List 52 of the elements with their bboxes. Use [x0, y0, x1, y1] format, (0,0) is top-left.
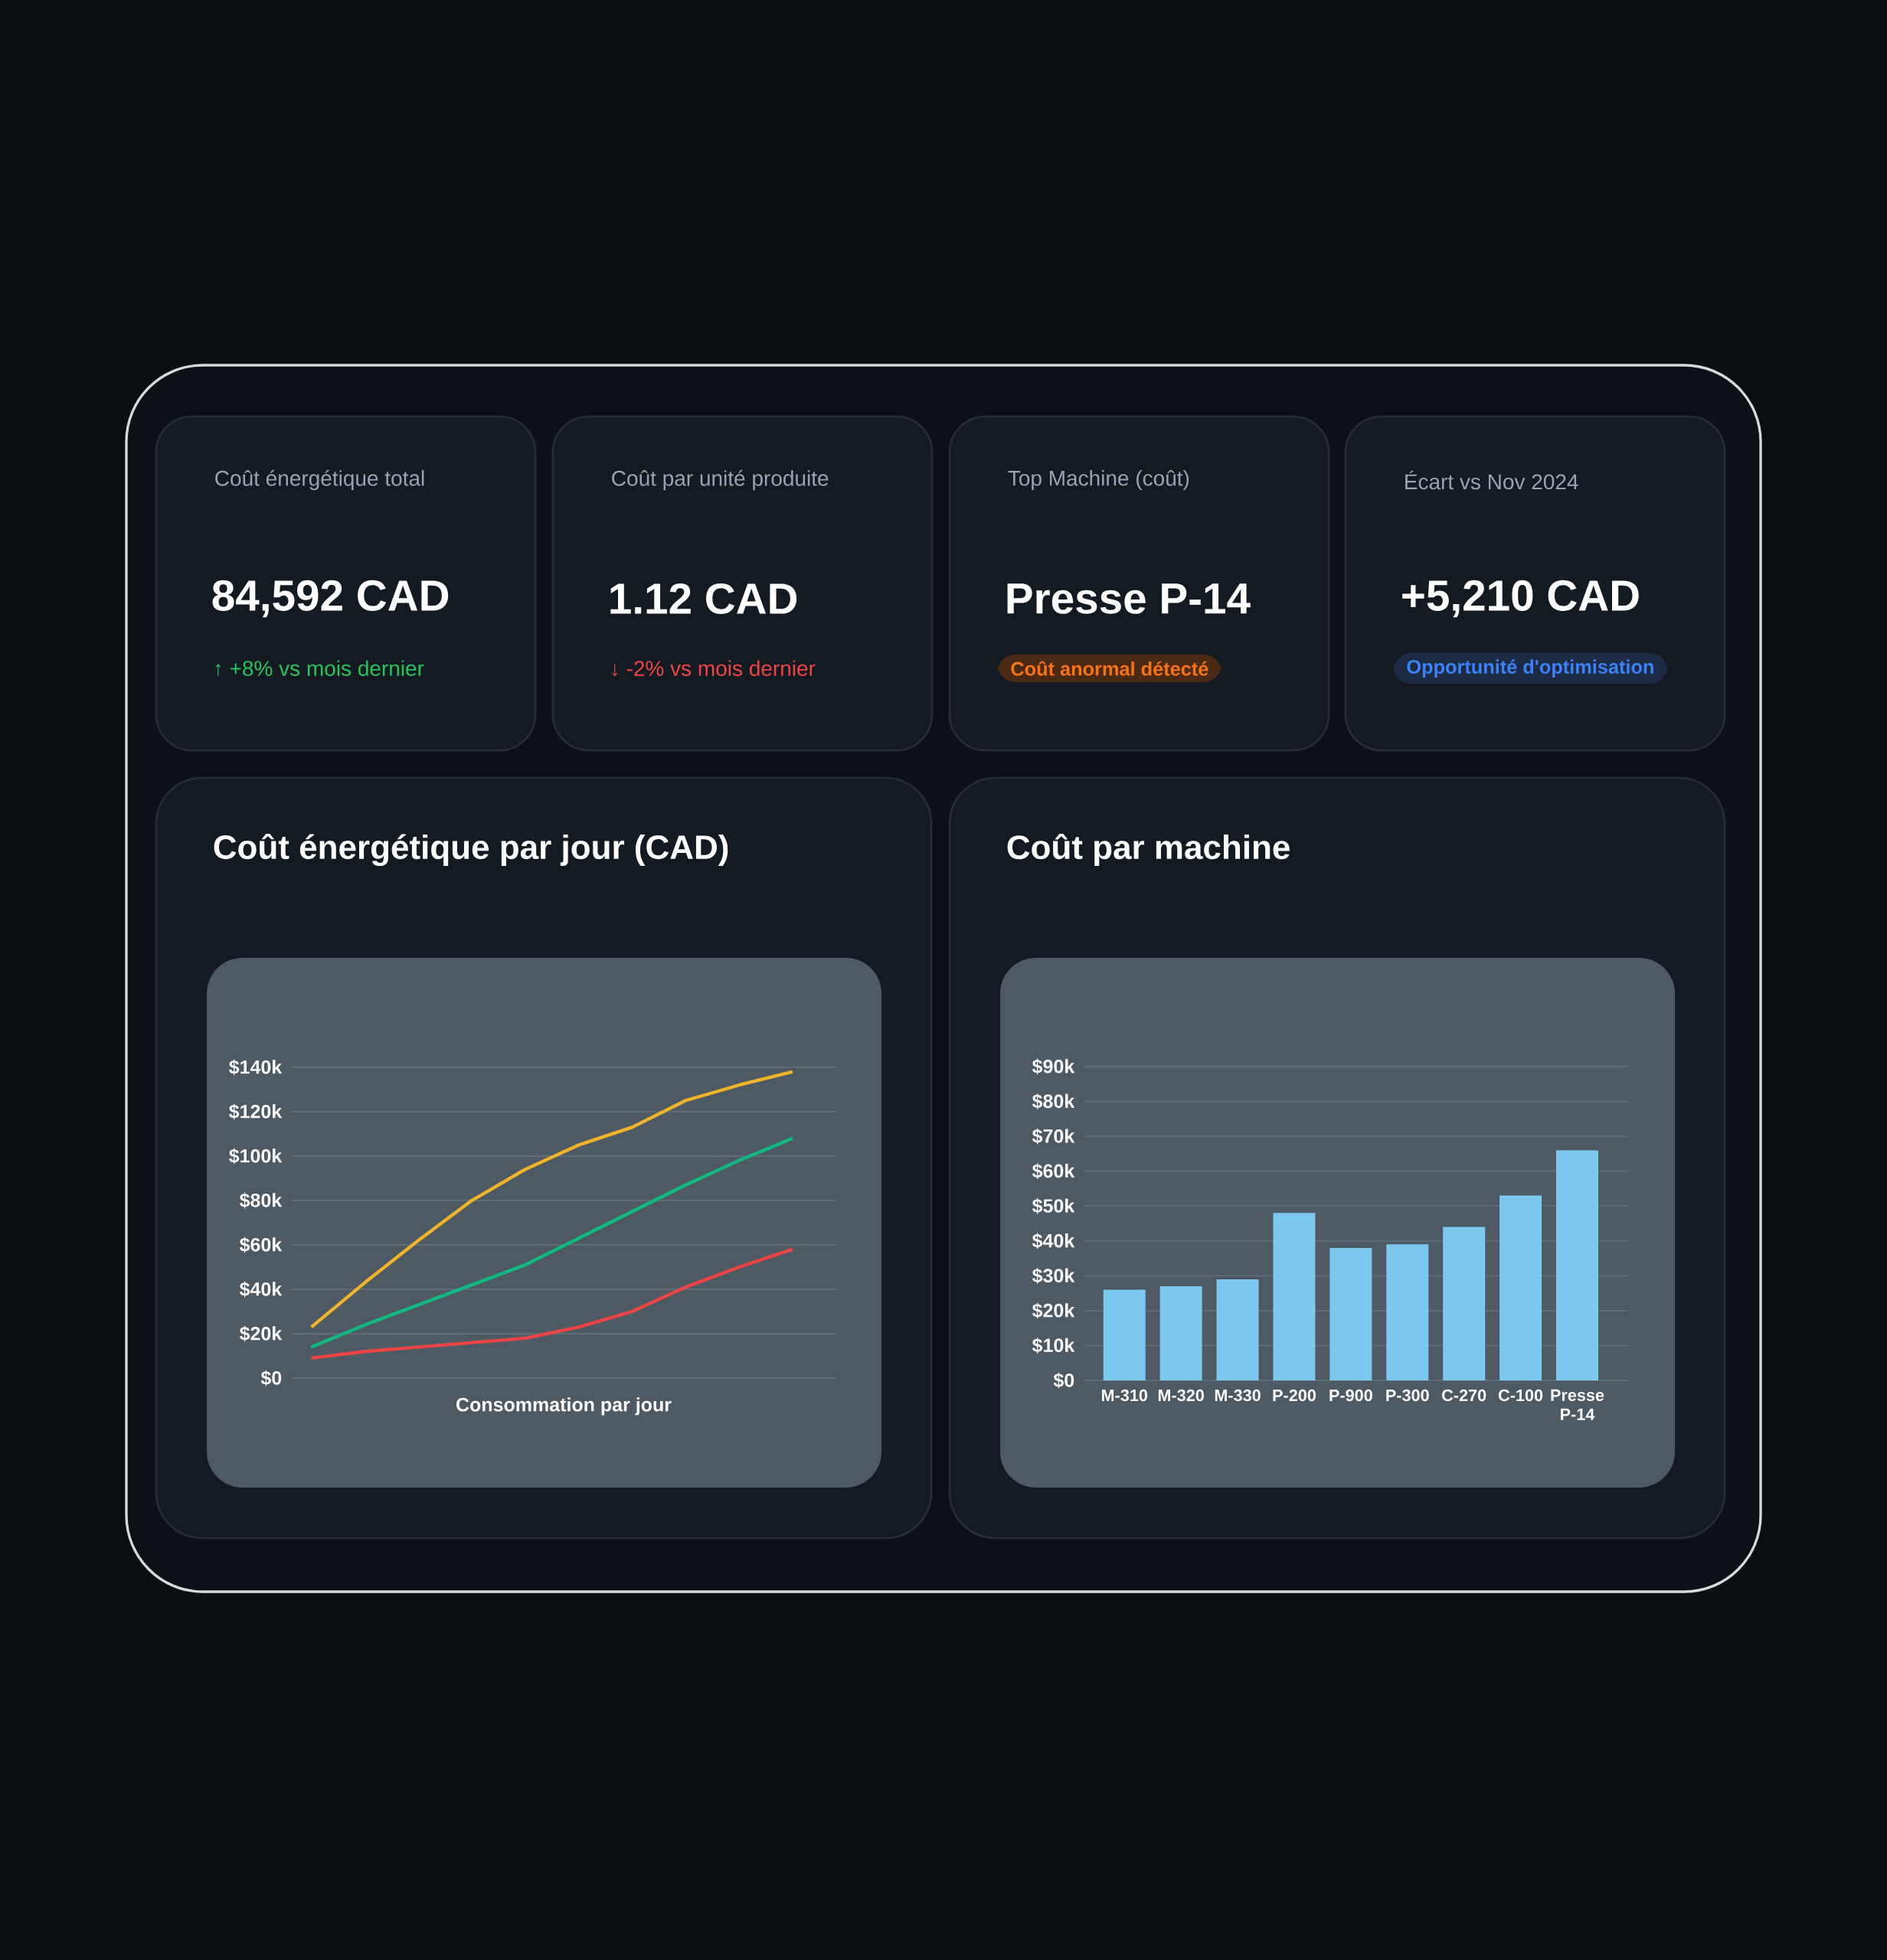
y-tick-label: $40k: [1032, 1233, 1075, 1249]
x-tick-label: M-320: [1158, 1389, 1204, 1402]
x-axis-title: Consommation par jour: [456, 1397, 672, 1416]
text: +5,210 CAD: [1402, 580, 1639, 618]
y-tick-label: $40k: [239, 1281, 283, 1298]
y-tick-label: $0: [260, 1370, 282, 1387]
bar: [1499, 1195, 1542, 1381]
y-tick-label: $100k: [229, 1148, 283, 1165]
x-tick-label: M-330: [1215, 1389, 1261, 1402]
text: 84,592 CAD: [212, 580, 449, 618]
text: Top Machine (coût): [1008, 469, 1189, 491]
text: Écart vs Nov 2024: [1405, 470, 1578, 490]
x-tick-label: Presse P-14: [1551, 1389, 1604, 1420]
x-tick-label: P-300: [1386, 1389, 1429, 1402]
y-tick-label: $140k: [229, 1059, 283, 1076]
y-tick-label: $0: [1053, 1372, 1074, 1389]
text: Coût anormal détecté: [1011, 661, 1208, 676]
y-tick-label: $80k: [239, 1192, 283, 1209]
x-tick-label: M-310: [1101, 1389, 1148, 1402]
y-tick-label: $60k: [239, 1236, 283, 1253]
y-tick-label: $80k: [1032, 1093, 1075, 1109]
text: ↑ +8% vs mois dernier: [215, 660, 424, 677]
bar: [1159, 1286, 1202, 1381]
bar: [1103, 1289, 1146, 1381]
bar: [1273, 1213, 1316, 1381]
x-tick-label: C-270: [1442, 1389, 1486, 1402]
text: ↓ -2% vs mois dernier: [612, 660, 816, 677]
bar: [1443, 1227, 1486, 1381]
x-tick-label: C-100: [1498, 1389, 1543, 1402]
bar: [1556, 1150, 1599, 1381]
y-tick-label: $60k: [1032, 1163, 1075, 1179]
y-tick-label: $10k: [1032, 1338, 1075, 1354]
y-tick-label: $50k: [1032, 1198, 1075, 1214]
y-tick-label: $20k: [1032, 1302, 1075, 1319]
y-tick-label: $90k: [1032, 1058, 1075, 1075]
x-tick-label: P-900: [1329, 1389, 1372, 1402]
y-tick-label: $120k: [229, 1103, 283, 1120]
chart-title: Coût par machine: [1007, 833, 1290, 867]
y-tick-label: $70k: [1032, 1128, 1075, 1145]
text: Coût par unité produite: [612, 469, 829, 491]
y-tick-label: $30k: [1032, 1268, 1075, 1284]
text: Coût énergétique total: [215, 469, 424, 491]
x-tick-label: P-200: [1273, 1389, 1316, 1402]
text: 1.12 CAD: [610, 583, 797, 615]
line-series: [309, 1070, 794, 1329]
bar: [1216, 1279, 1259, 1381]
bar: [1329, 1247, 1372, 1381]
text: Opportunité d'optimisation: [1407, 659, 1653, 678]
bar: [1386, 1244, 1429, 1381]
chart-title: Coût énergétique par jour (CAD): [214, 833, 728, 867]
y-tick-label: $20k: [239, 1325, 283, 1342]
text: Presse P-14: [1007, 583, 1251, 614]
